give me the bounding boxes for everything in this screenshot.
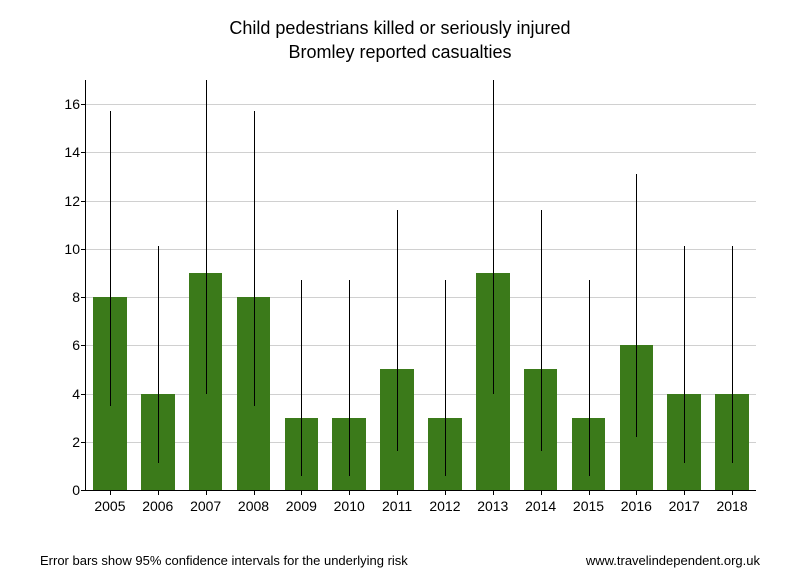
y-tick-label: 14 bbox=[64, 144, 86, 160]
error-bar bbox=[445, 280, 446, 475]
x-tick-label: 2006 bbox=[142, 490, 173, 514]
y-tick-label: 8 bbox=[72, 289, 86, 305]
gridline bbox=[86, 201, 756, 202]
y-tick-label: 2 bbox=[72, 434, 86, 450]
y-tick-label: 10 bbox=[64, 241, 86, 257]
x-tick-label: 2015 bbox=[573, 490, 604, 514]
error-bar bbox=[206, 80, 207, 394]
gridline bbox=[86, 152, 756, 153]
error-bar bbox=[397, 210, 398, 451]
y-tick-label: 0 bbox=[72, 482, 86, 498]
x-tick-label: 2018 bbox=[716, 490, 747, 514]
footer-note: Error bars show 95% confidence intervals… bbox=[40, 553, 408, 568]
error-bar bbox=[732, 246, 733, 463]
y-tick-label: 6 bbox=[72, 337, 86, 353]
gridline bbox=[86, 442, 756, 443]
chart-title-line1: Child pedestrians killed or seriously in… bbox=[0, 18, 800, 39]
plot-area: 0246810121416200520062007200820092010201… bbox=[85, 80, 756, 491]
x-tick-label: 2017 bbox=[669, 490, 700, 514]
footer-url: www.travelindependent.org.uk bbox=[586, 553, 760, 568]
x-tick-label: 2013 bbox=[477, 490, 508, 514]
gridline bbox=[86, 345, 756, 346]
y-tick-label: 4 bbox=[72, 386, 86, 402]
y-tick-label: 16 bbox=[64, 96, 86, 112]
x-tick-label: 2011 bbox=[382, 490, 412, 514]
gridline bbox=[86, 394, 756, 395]
x-tick-label: 2008 bbox=[238, 490, 269, 514]
x-tick-label: 2012 bbox=[429, 490, 460, 514]
y-tick-label: 12 bbox=[64, 193, 86, 209]
chart-container: Child pedestrians killed or seriously in… bbox=[0, 0, 800, 580]
error-bar bbox=[636, 174, 637, 437]
x-tick-label: 2016 bbox=[621, 490, 652, 514]
error-bar bbox=[254, 111, 255, 405]
error-bar bbox=[541, 210, 542, 451]
x-tick-label: 2005 bbox=[94, 490, 125, 514]
gridline bbox=[86, 249, 756, 250]
error-bar bbox=[589, 280, 590, 475]
error-bar bbox=[158, 246, 159, 463]
gridline bbox=[86, 104, 756, 105]
x-tick-label: 2007 bbox=[190, 490, 221, 514]
x-tick-label: 2014 bbox=[525, 490, 556, 514]
error-bar bbox=[349, 280, 350, 475]
error-bar bbox=[493, 80, 494, 394]
x-tick-label: 2010 bbox=[334, 490, 365, 514]
x-tick-label: 2009 bbox=[286, 490, 317, 514]
error-bar bbox=[110, 111, 111, 405]
chart-title-line2: Bromley reported casualties bbox=[0, 42, 800, 63]
error-bar bbox=[301, 280, 302, 475]
error-bar bbox=[684, 246, 685, 463]
gridline bbox=[86, 297, 756, 298]
